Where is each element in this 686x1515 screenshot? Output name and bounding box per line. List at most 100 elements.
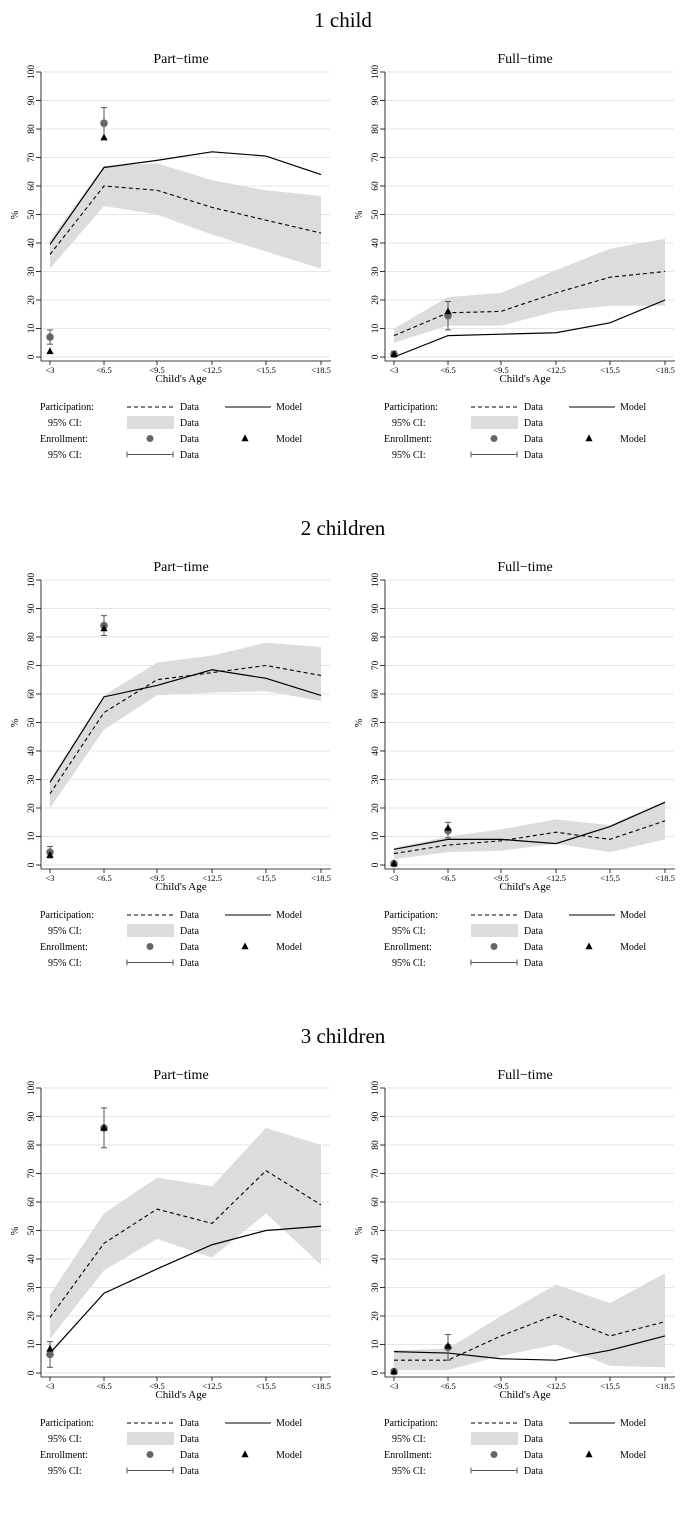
legend-model-label: Model: [620, 942, 646, 953]
y-tick-label: 70: [371, 661, 381, 671]
y-axis-label: %: [354, 1227, 365, 1235]
legend-model-label: Model: [620, 1418, 646, 1429]
panel-full-time: Full−time 0 10 20 30 40 50 60 70 80 90 100% <3 <6.5 <9…: [354, 52, 675, 461]
enrollment-model-point: [100, 624, 108, 632]
x-tick-label: <18.5: [311, 873, 331, 883]
legend-enrollment-model-marker: [241, 434, 249, 442]
participation-data-line: [394, 1313, 666, 1361]
y-tick-label: 60: [27, 689, 37, 699]
y-tick-label: 30: [371, 1283, 381, 1293]
legend-data-label: Data: [180, 1466, 199, 1477]
y-tick-label: 80: [27, 124, 37, 134]
x-tick-label: <15.5: [256, 873, 276, 883]
y-tick-label: 70: [371, 1169, 381, 1179]
y-tick-label: 100: [371, 65, 381, 80]
y-tick-label: 80: [371, 1140, 381, 1150]
x-tick-label: <12.5: [202, 365, 222, 375]
y-tick-label: 20: [371, 803, 381, 813]
y-tick-label: 0: [371, 354, 381, 359]
panel-full-time: Full−time 0 10 20 30 40 50 60 70 80 90 100% <3 <6.5 <9…: [354, 560, 675, 969]
panel-full-time: Full−time 0 10 20 30 40 50 60 70 80 90 100% <3 <6.5 <9…: [354, 1068, 675, 1477]
panel-title: Part−time: [153, 560, 208, 575]
y-tick-label: 80: [371, 632, 381, 642]
legend-enrollment-label: Enrollment:: [384, 1450, 432, 1461]
participation-data-line: [393, 270, 666, 337]
y-tick-label: 100: [27, 1081, 37, 1096]
legend: Participation: Data Model 95% CI: Data Enroll…: [384, 402, 646, 461]
legend-enrollment-label: Enrollment:: [384, 434, 432, 445]
panel-title: Full−time: [497, 560, 552, 575]
legend-ci-label: 95% CI:: [392, 450, 426, 461]
legend-ci-label: 95% CI:: [392, 418, 426, 429]
legend-participation-label: Participation:: [384, 910, 438, 921]
x-tick-label: <6.5: [440, 365, 455, 375]
x-tick-label: <12.5: [546, 873, 566, 883]
legend-ci-label: 95% CI:: [48, 418, 82, 429]
legend-data-label: Data: [180, 450, 199, 461]
participation-model-line: [49, 669, 322, 783]
legend-participation-label: Participation:: [40, 1418, 94, 1429]
legend-data-label: Data: [524, 910, 543, 921]
x-tick-label: <6.5: [96, 365, 111, 375]
enrollment-model-point: [390, 859, 398, 867]
legend-ci-band-swatch: [127, 1432, 174, 1445]
legend-enrollment-model-marker: [585, 1450, 593, 1458]
y-tick-label: 50: [27, 1226, 37, 1236]
enrollment-model-point: [444, 823, 452, 831]
y-tick-label: 100: [27, 65, 37, 80]
y-tick-label: 100: [27, 573, 37, 588]
x-axis-label: Child's Age: [155, 373, 206, 385]
legend-data-label: Data: [524, 942, 543, 953]
legend-data-label: Data: [180, 1450, 199, 1461]
y-tick-label: 100: [371, 1081, 381, 1096]
legend-model-label: Model: [620, 1450, 646, 1461]
legend-model-label: Model: [620, 910, 646, 921]
legend-ci-label: 95% CI:: [392, 1466, 426, 1477]
legend-model-label: Model: [276, 434, 302, 445]
legend-enrollment-model-marker: [241, 1450, 249, 1458]
legend-data-label: Data: [524, 402, 543, 413]
y-tick-label: 60: [27, 1197, 37, 1207]
x-tick-label: <3: [45, 365, 54, 375]
legend-data-label: Data: [180, 910, 199, 921]
legend-ci-band-swatch: [127, 416, 174, 429]
participation-data-line: [393, 820, 666, 855]
legend-enrollment-model-marker: [241, 942, 249, 950]
legend-participation-label: Participation:: [384, 1418, 438, 1429]
y-tick-label: 20: [27, 1311, 37, 1321]
y-tick-label: 70: [371, 153, 381, 163]
group-1: 1 childPart−time0102030405060708090100%<…: [10, 8, 675, 461]
group-title: 3 children: [301, 1024, 386, 1048]
legend-data-label: Data: [524, 958, 543, 969]
y-tick-label: 30: [27, 267, 37, 277]
y-tick-label: 40: [27, 746, 37, 756]
panel-part-time: Part−time 0 10 20 30 40 50 60 70 80 90 100% <3 <6.5 <9…: [10, 560, 331, 969]
y-tick-label: 50: [371, 1226, 381, 1236]
ci-band: [50, 1127, 321, 1339]
y-tick-label: 70: [27, 1169, 37, 1179]
legend-data-label: Data: [524, 1434, 543, 1445]
legend-ci-label: 95% CI:: [48, 1466, 82, 1477]
legend-data-label: Data: [180, 402, 199, 413]
y-tick-label: 50: [371, 718, 381, 728]
enrollment-data-point: [46, 333, 54, 341]
y-tick-label: 70: [27, 661, 37, 671]
legend-model-label: Model: [620, 434, 646, 445]
y-tick-label: 50: [27, 210, 37, 220]
x-tick-label: <9.5: [493, 873, 508, 883]
legend-data-label: Data: [524, 1418, 543, 1429]
participation-model-line: [393, 801, 666, 850]
legend-ci-label: 95% CI:: [392, 958, 426, 969]
y-tick-label: 30: [371, 775, 381, 785]
legend-ci-band-swatch: [471, 1432, 518, 1445]
y-tick-label: 90: [27, 96, 37, 106]
y-tick-label: 60: [371, 181, 381, 191]
legend: Participation: Data Model 95% CI: Data Enroll…: [40, 910, 302, 969]
group-2: 2 children Part−time 0 10 20 30 40 50 60 70 80 90 10…: [10, 516, 675, 969]
panel-part-time: Part−time 0 10 20 30 40 50 60 70 80 90 100% <3 <6.5 <9…: [10, 52, 331, 461]
legend-ci-band-swatch: [471, 416, 518, 429]
panel-part-time: Part−time 0 10 20 30 40 50 60 70 80 90 100% <3 <6.5 <9…: [10, 1068, 331, 1477]
legend-enrollment-label: Enrollment:: [384, 942, 432, 953]
x-axis-label: Child's Age: [499, 1389, 550, 1401]
x-tick-label: <9.5: [493, 1381, 508, 1391]
